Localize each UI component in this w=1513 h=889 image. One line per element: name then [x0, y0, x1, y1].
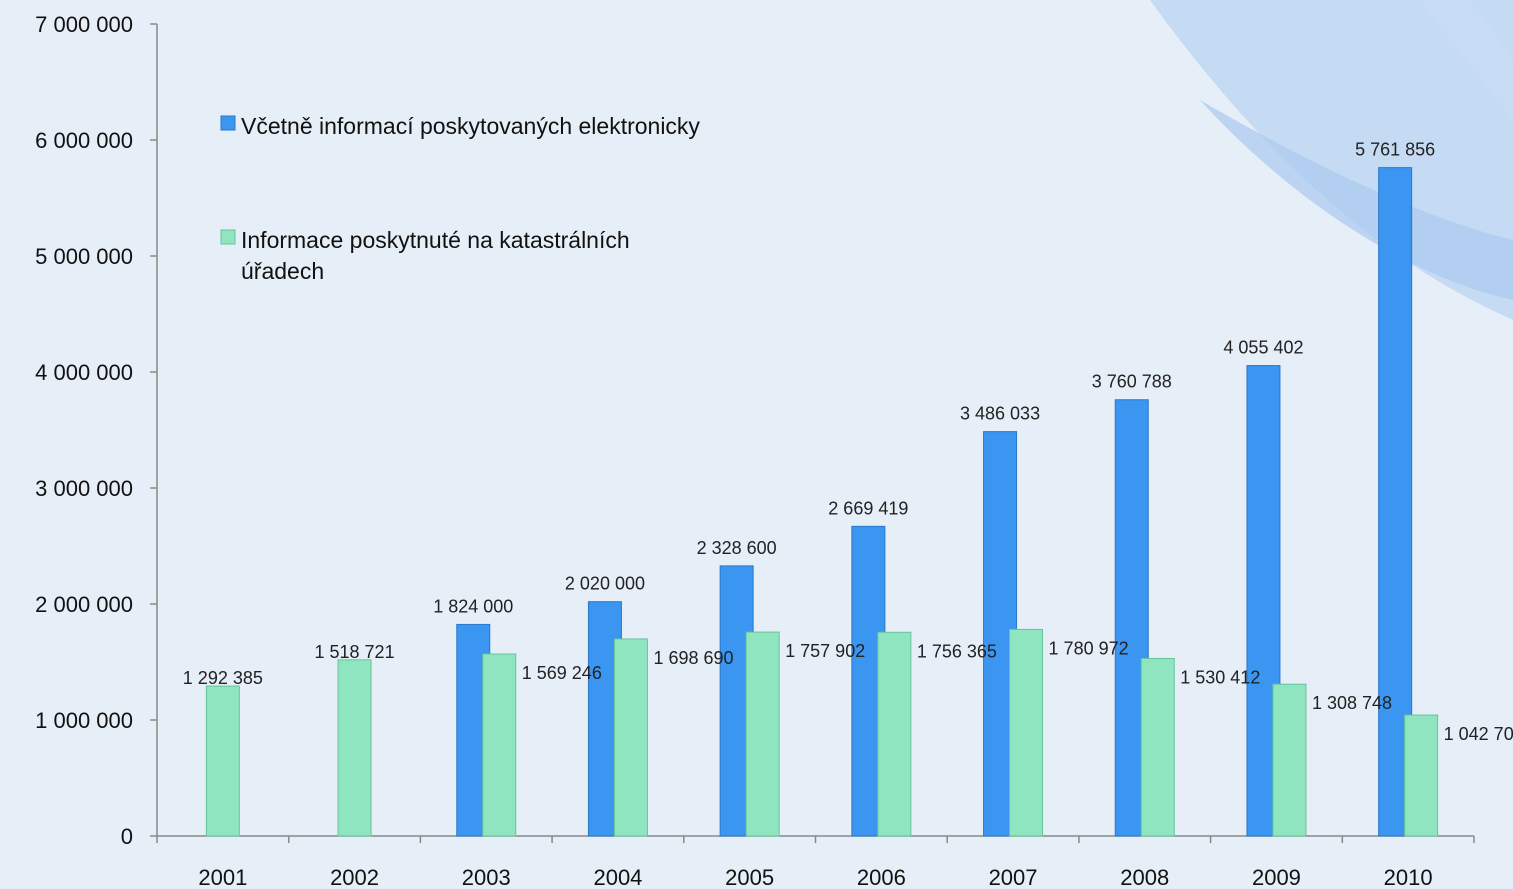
- data-label-electronic: 5 761 856: [1355, 140, 1435, 160]
- data-label-office: 1 780 972: [1049, 638, 1129, 658]
- bar-office: [1140, 657, 1175, 837]
- data-label-office: 1 042 700: [1444, 724, 1513, 744]
- x-tick-label: 2001: [198, 865, 247, 889]
- data-label-office: 1 308 748: [1312, 693, 1392, 713]
- bar-office: [482, 653, 517, 837]
- x-tick-label: 2002: [330, 865, 379, 889]
- bar-office: [337, 659, 372, 837]
- legend-label: úřadech: [241, 258, 324, 284]
- data-label-office: 1 518 721: [315, 642, 395, 662]
- data-labels: 1 824 000 2 020 000 2 328 600 2 669 419 3 48…: [183, 140, 1513, 744]
- x-tick-label: 2003: [462, 865, 511, 889]
- y-tick-label: 6 000 000: [35, 128, 133, 153]
- legend-swatch: [220, 115, 236, 131]
- data-label-electronic: 2 328 600: [697, 538, 777, 558]
- bar-office: [205, 685, 240, 837]
- data-label-office: 1 756 365: [917, 641, 997, 661]
- data-label-electronic: 3 486 033: [960, 404, 1040, 424]
- y-tick-label: 5 000 000: [35, 244, 133, 269]
- data-label-electronic: 2 669 419: [828, 498, 908, 518]
- bar-office: [1404, 714, 1439, 837]
- x-tick-label: 2006: [857, 865, 906, 889]
- data-label-electronic: 2 020 000: [565, 574, 645, 594]
- data-label-office: 1 698 690: [653, 648, 733, 668]
- data-label-office: 1 292 385: [183, 668, 263, 688]
- y-tick-label: 2 000 000: [35, 592, 133, 617]
- data-label-electronic: 1 824 000: [433, 596, 513, 616]
- data-label-office: 1 569 246: [522, 663, 602, 683]
- x-tick-label: 2004: [593, 865, 642, 889]
- data-label-electronic: 3 760 788: [1092, 372, 1172, 392]
- y-tick-label: 0: [121, 824, 133, 849]
- y-tick-label: 1 000 000: [35, 708, 133, 733]
- y-tick-label: 7 000 000: [35, 12, 133, 37]
- x-tick-label: 2009: [1252, 865, 1301, 889]
- bar-office: [1009, 628, 1044, 837]
- bar-office: [877, 631, 912, 837]
- y-tick-label: 3 000 000: [35, 476, 133, 501]
- legend-label: Včetně informací poskytovaných elektroni…: [241, 113, 700, 139]
- bar-office: [613, 638, 648, 837]
- x-tick-label: 2010: [1384, 865, 1433, 889]
- data-label-electronic: 4 055 402: [1223, 338, 1303, 358]
- data-label-office: 1 530 412: [1180, 667, 1260, 687]
- bars: [205, 167, 1439, 837]
- x-tick-label: 2007: [989, 865, 1038, 889]
- legend: Včetně informací poskytovaných elektroni…: [220, 113, 700, 284]
- x-tick-label: 2005: [725, 865, 774, 889]
- y-tick-label: 4 000 000: [35, 360, 133, 385]
- bar-office: [745, 631, 780, 837]
- legend-label: Informace poskytnuté na katastrálních: [241, 227, 630, 253]
- data-label-office: 1 757 902: [785, 641, 865, 661]
- axes: 0 1 000 000 2 000 000 3 000 000 4 000 000 5 0…: [35, 12, 1475, 889]
- bar-office: [1272, 683, 1307, 837]
- legend-swatch: [220, 229, 236, 245]
- x-tick-label: 2008: [1120, 865, 1169, 889]
- background-decoration: [1150, 0, 1513, 320]
